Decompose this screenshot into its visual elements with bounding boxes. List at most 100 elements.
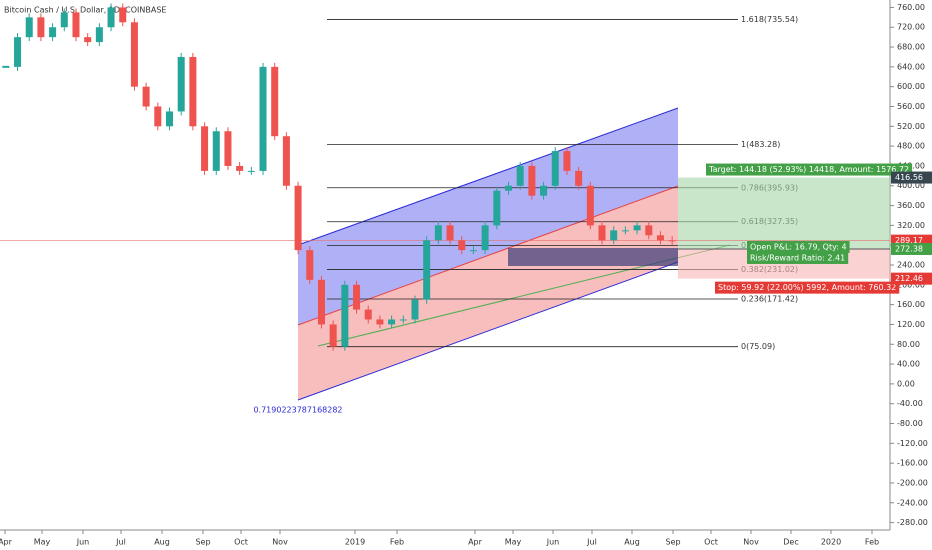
candle: [353, 284, 361, 310]
x-tick-label: Nov: [743, 538, 759, 547]
y-tick-label: -120.00: [897, 439, 928, 448]
x-tick-label: May: [505, 538, 522, 547]
x-tick-label: Apr: [468, 538, 483, 547]
y-tick-label: -40.00: [897, 399, 923, 408]
fib-label: 1(483.28): [741, 140, 780, 149]
candle: [423, 240, 431, 300]
candle: [516, 165, 524, 186]
candle: [610, 230, 618, 241]
candle: [84, 37, 92, 43]
price-tag: [891, 242, 932, 255]
y-tick-label: 160.00: [897, 300, 925, 309]
candle: [399, 319, 407, 321]
price-tag-label: 212.46: [895, 274, 923, 283]
price-tag-label: 272.38: [895, 244, 923, 253]
candle: [306, 250, 314, 280]
x-tick-label: Sep: [665, 538, 680, 547]
candle: [177, 56, 185, 112]
y-tick-label: 640.00: [897, 62, 925, 71]
x-tick-label: Feb: [865, 538, 879, 547]
candle: [329, 324, 337, 347]
label-box: [715, 281, 900, 294]
y-tick-label: 560.00: [897, 102, 925, 111]
price-tag-label: 289.17: [895, 236, 923, 245]
candle: [656, 235, 664, 241]
target-zone: [678, 177, 890, 249]
candle: [586, 185, 594, 226]
fib-label: 1.618(735.54): [741, 15, 798, 24]
x-tick-label: Nov: [272, 538, 288, 547]
candle: [551, 151, 559, 186]
candle: [95, 27, 103, 43]
candle: [434, 225, 442, 241]
x-tick-label: Aug: [154, 538, 170, 547]
candle: [259, 66, 267, 171]
y-tick-label: -280.00: [897, 518, 928, 527]
x-tick-label: Feb: [390, 538, 404, 547]
candle: [458, 240, 466, 251]
x-tick-label: Jul: [586, 538, 597, 547]
candle: [37, 17, 45, 38]
chart-title: Bitcoin Cash / U.S. Dollar, 1D, COINBASE: [4, 6, 166, 15]
candle: [294, 185, 302, 251]
candle: [540, 185, 548, 196]
x-tick-label: Jun: [76, 538, 90, 547]
x-tick-label: Aug: [624, 538, 640, 547]
y-tick-label: 760.00: [897, 3, 925, 12]
y-tick-label: 40.00: [897, 360, 920, 369]
candle: [271, 66, 279, 137]
channel-line: [297, 261, 679, 401]
candle: [575, 170, 583, 186]
candle: [142, 86, 150, 107]
candle: [317, 279, 325, 325]
y-tick-label: 0.00: [897, 379, 915, 388]
y-tick-label: 360.00: [897, 201, 925, 210]
x-tick-label: 2020: [821, 538, 841, 547]
candle: [504, 185, 513, 191]
candle: [72, 12, 80, 38]
y-tick-label: 80.00: [897, 340, 920, 349]
candle: [25, 17, 33, 38]
candle: [212, 131, 220, 171]
candle: [14, 37, 22, 67]
price-tag: [891, 171, 932, 184]
candle: [189, 56, 197, 127]
zone: [508, 248, 678, 266]
candle: [645, 225, 653, 236]
fib-label: 0(75.09): [741, 342, 775, 351]
y-tick-label: 720.00: [897, 23, 925, 32]
y-tick-label: -200.00: [897, 478, 928, 487]
candle: [446, 225, 454, 241]
y-tick-label: 400.00: [897, 181, 925, 190]
candle: [388, 319, 396, 325]
candle: [633, 225, 641, 231]
channel-line: [297, 107, 679, 246]
channel-upper: [298, 108, 678, 325]
candle: [668, 240, 676, 242]
x-tick-label: 2019: [345, 538, 365, 547]
label-box: [706, 163, 913, 176]
x-tick-label: Jul: [115, 538, 126, 547]
y-tick-label: 680.00: [897, 43, 925, 52]
candle: [154, 106, 162, 127]
candle: [598, 225, 606, 241]
candle: [236, 165, 244, 171]
candle: [528, 165, 536, 196]
y-tick-label: 480.00: [897, 142, 925, 151]
label-text: Stop: 59.92 (22.00%) 5992, Amount: 760.3…: [718, 283, 896, 292]
candle: [2, 65, 10, 68]
x-tick-label: Sep: [195, 538, 210, 547]
y-tick-label: 200.00: [897, 280, 925, 289]
candle: [411, 299, 419, 320]
price-tag: [891, 272, 932, 285]
channel-line: [297, 185, 679, 326]
x-tick-label: Apr: [0, 538, 13, 547]
candle: [621, 230, 629, 232]
candle: [563, 151, 571, 171]
label-text: Target: 144.18 (52.93%) 14418, Amount: 1…: [708, 165, 909, 174]
label-box: [747, 251, 849, 264]
candle: [282, 136, 290, 186]
candle: [481, 225, 489, 251]
y-tick-label: -240.00: [897, 498, 928, 507]
